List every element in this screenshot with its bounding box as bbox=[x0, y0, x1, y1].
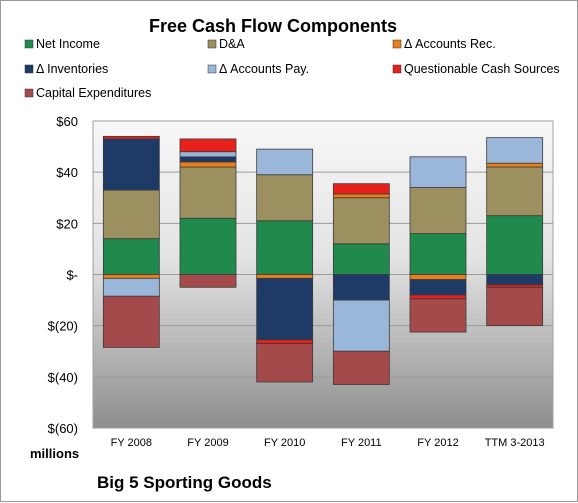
bar-accounts-pay-fy-2008 bbox=[102, 277, 160, 297]
company-name: Big 5 Sporting Goods bbox=[97, 473, 272, 492]
y-tick-label: $20 bbox=[56, 216, 78, 231]
bar-inventories-fy-2012 bbox=[409, 279, 467, 296]
bar-accounts-pay-ttm-3-2013 bbox=[486, 137, 544, 164]
legend-swatch-d-a bbox=[207, 39, 217, 49]
bar-questionable-cash-sources-fy-2012 bbox=[409, 294, 467, 300]
y-tick-label: $40 bbox=[56, 165, 78, 180]
bar-capital-expenditures-ttm-3-2013 bbox=[486, 286, 544, 327]
legend-label-d-a: D&A bbox=[219, 37, 245, 51]
bar-net-income-fy-2012 bbox=[409, 233, 467, 275]
bar-capital-expenditures-fy-2010 bbox=[256, 343, 314, 383]
legend-swatch-capital-expenditures bbox=[24, 88, 34, 98]
bar-net-income-ttm-3-2013 bbox=[486, 215, 544, 275]
bar-net-income-fy-2009 bbox=[179, 217, 237, 275]
legend-label-capital-expenditures: Capital Expenditures bbox=[36, 86, 151, 100]
chart-title: Free Cash Flow Components bbox=[149, 16, 397, 36]
y-tick-label: $(20) bbox=[48, 319, 78, 334]
bar-accounts-pay-fy-2010 bbox=[256, 148, 314, 176]
bar-d-a-fy-2011 bbox=[332, 197, 390, 245]
bar-d-a-fy-2012 bbox=[409, 187, 467, 234]
bar-accounts-rec-fy-2009 bbox=[179, 161, 237, 168]
plot-area: $60 $40 $20 $- $(20) $(40) $(60) FY 2008 FY 2009… bbox=[48, 114, 554, 449]
bar-net-income-fy-2010 bbox=[256, 220, 314, 275]
legend-label-inventories: Δ Inventories bbox=[36, 62, 108, 76]
bar-capital-expenditures-fy-2012 bbox=[409, 298, 467, 333]
bar-questionable-cash-sources-fy-2010 bbox=[256, 339, 314, 344]
x-tick-label: FY 2012 bbox=[417, 437, 458, 449]
bar-questionable-cash-sources-fy-2009 bbox=[179, 138, 237, 153]
bar-net-income-fy-2008 bbox=[102, 238, 160, 275]
y-tick-label: $- bbox=[66, 268, 78, 283]
legend-swatch-accounts-rec bbox=[392, 39, 402, 49]
bar-d-a-fy-2008 bbox=[102, 189, 160, 240]
bar-inventories-fy-2009 bbox=[179, 156, 237, 163]
unit-label: millions bbox=[30, 446, 79, 461]
y-tick-label: $60 bbox=[56, 114, 78, 129]
x-tick-label: FY 2009 bbox=[187, 437, 228, 449]
bar-d-a-fy-2009 bbox=[179, 166, 237, 219]
bar-accounts-rec-fy-2011 bbox=[332, 193, 390, 199]
bar-capital-expenditures-fy-2011 bbox=[332, 350, 390, 385]
bar-accounts-pay-fy-2011 bbox=[332, 299, 390, 352]
y-tick-label: $(60) bbox=[48, 421, 78, 436]
bar-d-a-ttm-3-2013 bbox=[486, 166, 544, 217]
legend-swatch-net-income bbox=[24, 39, 34, 49]
bar-accounts-rec-fy-2008 bbox=[102, 274, 160, 279]
legend-label-net-income: Net Income bbox=[36, 37, 100, 51]
legend: Net Income D&A Δ Accounts Rec. Δ Inventorie… bbox=[24, 37, 560, 100]
bar-inventories-fy-2008 bbox=[102, 138, 160, 191]
y-tick-label: $(40) bbox=[48, 370, 78, 385]
legend-label-questionable-cash-sources: Questionable Cash Sources bbox=[404, 62, 560, 76]
bar-net-income-fy-2011 bbox=[332, 243, 390, 275]
bar-accounts-rec-fy-2010 bbox=[256, 274, 314, 279]
bar-d-a-fy-2010 bbox=[256, 174, 314, 222]
x-tick-label: FY 2010 bbox=[264, 437, 305, 449]
bar-capital-expenditures-fy-2009 bbox=[179, 274, 237, 288]
bar-capital-expenditures-fy-2008 bbox=[102, 295, 160, 348]
bar-questionable-cash-sources-fy-2008 bbox=[102, 135, 160, 140]
bar-inventories-fy-2011 bbox=[332, 274, 390, 301]
x-tick-label: FY 2008 bbox=[111, 437, 152, 449]
bar-inventories-ttm-3-2013 bbox=[486, 274, 544, 286]
x-tick-label: FY 2011 bbox=[341, 437, 382, 449]
bar-accounts-rec-fy-2012 bbox=[409, 274, 467, 281]
bar-accounts-pay-fy-2009 bbox=[179, 151, 237, 158]
x-tick-label: TTM 3-2013 bbox=[485, 437, 545, 449]
legend-swatch-questionable-cash-sources bbox=[392, 64, 402, 74]
legend-swatch-inventories bbox=[24, 64, 34, 74]
bar-accounts-rec-ttm-3-2013 bbox=[486, 162, 544, 168]
legend-label-accounts-rec: Δ Accounts Rec. bbox=[404, 37, 496, 51]
bar-questionable-cash-sources-fy-2011 bbox=[332, 183, 390, 195]
legend-label-accounts-pay: Δ Accounts Pay. bbox=[219, 62, 309, 76]
bar-inventories-fy-2010 bbox=[256, 277, 314, 341]
legend-swatch-accounts-pay bbox=[207, 64, 217, 74]
bar-accounts-pay-fy-2012 bbox=[409, 156, 467, 188]
